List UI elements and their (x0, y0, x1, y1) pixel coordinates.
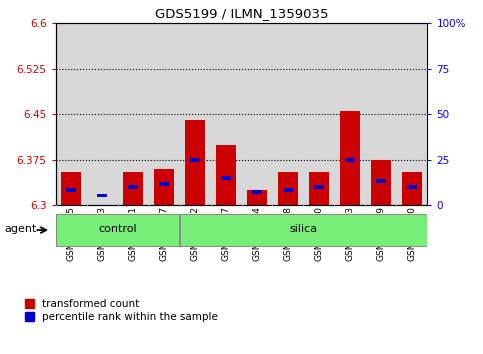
Text: control: control (98, 224, 137, 234)
Bar (216, 144, 236, 205)
Bar (190, 158, 200, 161)
Bar (407, 185, 417, 189)
Bar (340, 111, 360, 205)
Bar (402, 172, 422, 205)
Bar (66, 188, 76, 192)
Bar (123, 172, 143, 205)
Bar (61, 172, 81, 205)
Text: silica: silica (289, 224, 317, 234)
Title: GDS5199 / ILMN_1359035: GDS5199 / ILMN_1359035 (155, 7, 328, 21)
Text: GSM665783: GSM665783 (345, 206, 355, 261)
Text: GSM665764: GSM665764 (253, 206, 261, 261)
Text: GSM665781: GSM665781 (128, 206, 138, 261)
Text: GSM665768: GSM665768 (284, 206, 293, 261)
Text: GSM665789: GSM665789 (376, 206, 385, 261)
Bar (313, 185, 325, 189)
Bar (247, 190, 267, 205)
Bar (97, 194, 107, 198)
Legend: transformed count, percentile rank within the sample: transformed count, percentile rank withi… (25, 299, 218, 322)
Bar (154, 169, 174, 205)
Text: GSM665787: GSM665787 (159, 206, 169, 261)
Bar (344, 158, 355, 161)
Text: agent: agent (4, 224, 37, 234)
Bar (376, 179, 386, 183)
Bar (128, 185, 139, 189)
Bar (185, 120, 205, 205)
Bar (56, 214, 180, 246)
Bar (158, 182, 170, 186)
Bar (252, 190, 262, 194)
Text: GSM665790: GSM665790 (408, 206, 416, 261)
Text: GSM665752: GSM665752 (190, 206, 199, 261)
Text: GSM665780: GSM665780 (314, 206, 324, 261)
Text: GSM665763: GSM665763 (98, 206, 107, 261)
Bar (283, 188, 293, 192)
Bar (221, 176, 231, 180)
Text: GSM665755: GSM665755 (67, 206, 75, 261)
Bar (278, 172, 298, 205)
Bar (309, 172, 329, 205)
Bar (371, 160, 391, 205)
Text: GSM665757: GSM665757 (222, 206, 230, 261)
Bar (180, 214, 427, 246)
